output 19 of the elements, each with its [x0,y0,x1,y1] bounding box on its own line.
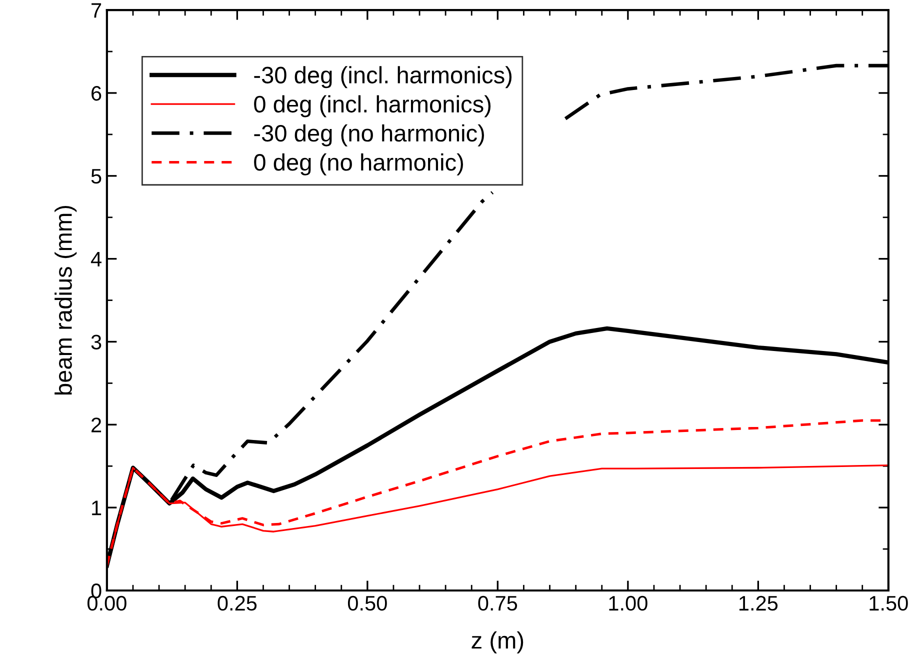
legend-label: -30 deg (no harmonic) [254,124,484,146]
y-tick-label: 2 [92,418,102,432]
y-tick-label: 5 [91,169,102,184]
y-tick-label: 1 [92,500,102,516]
x-tick-label: 1.50 [870,596,908,611]
y-tick-label: 3 [91,334,102,350]
x-tick-label: 1.25 [739,596,778,611]
legend-label: 0 deg (incl. harmonics) [254,95,491,118]
y-tick-label: 7 [92,3,102,18]
y-tick-label: 6 [92,86,102,101]
y-tick-label: 4 [90,252,102,266]
legend-label: 0 deg (no harmonic) [254,153,463,176]
x-tick-label: 0.75 [478,596,518,611]
x-tick-label: 0.25 [218,596,257,611]
x-tick-label: 1.00 [609,596,648,611]
x-tick-label: 0.50 [348,596,387,611]
x-axis-title: z (m) [472,631,524,654]
y-axis-title: beam radius (mm) [54,206,77,395]
legend-label: -30 deg (incl. harmonics) [254,66,512,88]
